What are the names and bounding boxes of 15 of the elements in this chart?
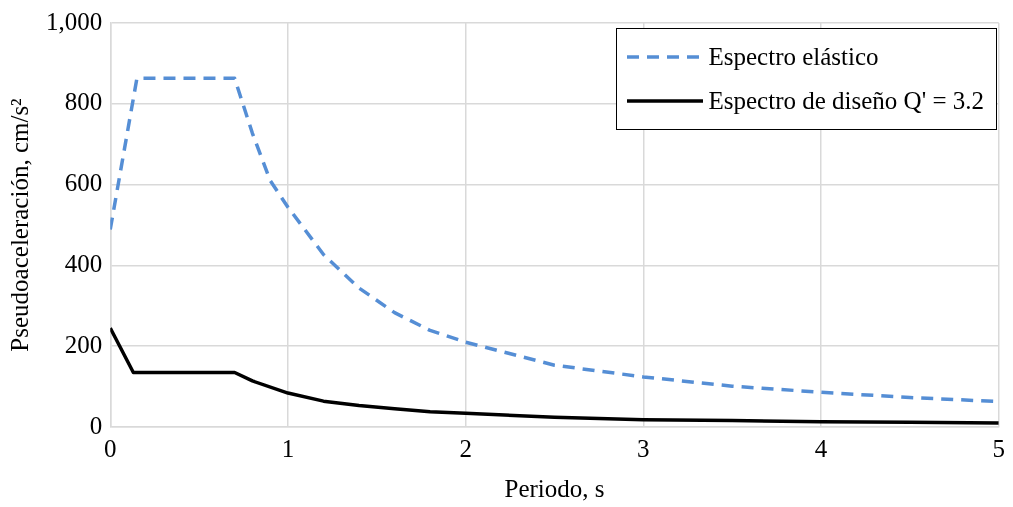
x-tick-label: 5	[992, 434, 1005, 462]
y-tick-label: 400	[64, 249, 103, 277]
y-tick-label: 600	[64, 169, 103, 197]
x-tick-label: 2	[459, 434, 472, 462]
y-axis-title: Pseudoaceleración, cm/s²	[5, 98, 33, 352]
legend-label: Espectro elástico	[708, 43, 879, 71]
legend-label: Espectro de diseño Q' = 3.2	[708, 87, 984, 115]
x-tick-label: 3	[637, 434, 650, 462]
y-tick-label: 0	[89, 411, 103, 439]
y-tick-label: 800	[64, 88, 103, 116]
y-tick-label: 200	[64, 330, 103, 358]
y-tick-label: 1,000	[46, 7, 103, 35]
x-axis-title: Periodo, s	[504, 474, 605, 502]
x-tick-label: 1	[281, 434, 295, 462]
x-tick-label: 4	[814, 434, 828, 462]
